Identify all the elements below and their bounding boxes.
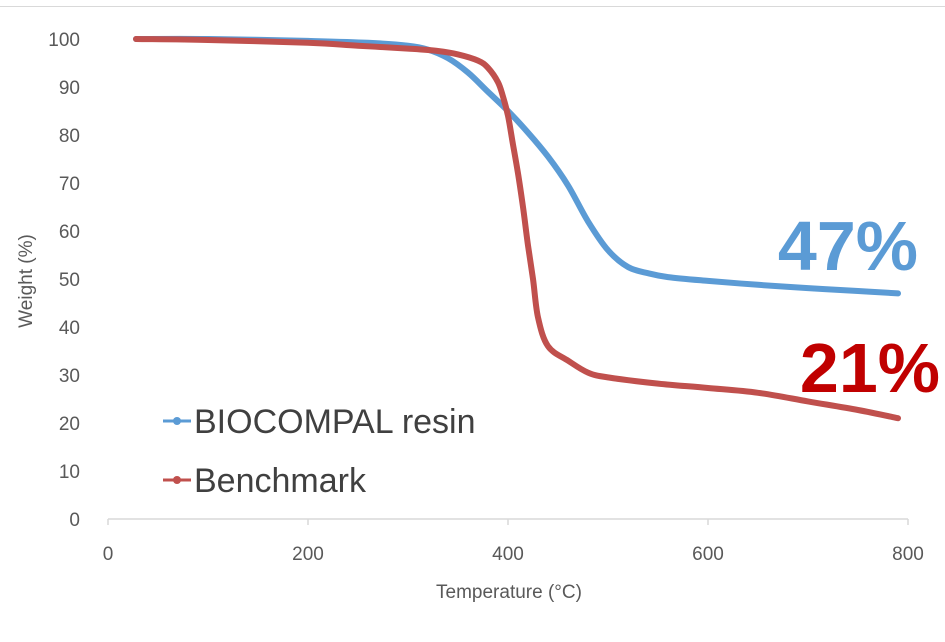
y-tick-label: 90 bbox=[59, 78, 80, 99]
legend-marker-biocompal bbox=[173, 417, 181, 425]
x-tick-labels: 0 200 400 600 800 bbox=[103, 519, 924, 565]
y-tick-labels: 0 10 20 30 40 50 60 70 80 90 100 bbox=[48, 30, 80, 531]
x-tick-label: 400 bbox=[492, 544, 524, 565]
legend-label-biocompal: BIOCOMPAL resin bbox=[194, 403, 476, 441]
series-lines bbox=[133, 35, 901, 422]
annotation-biocompal-residue: 47% bbox=[778, 207, 918, 285]
y-axis-title: Weight (%) bbox=[16, 234, 37, 328]
legend-item-benchmark: Benchmark bbox=[163, 462, 367, 500]
legend-item-biocompal: BIOCOMPAL resin bbox=[163, 403, 476, 441]
top-border bbox=[0, 6, 945, 7]
y-tick-label: 10 bbox=[59, 462, 80, 483]
y-tick-label: 0 bbox=[69, 510, 80, 531]
series-line-biocompal bbox=[133, 35, 901, 297]
legend-label-benchmark: Benchmark bbox=[194, 462, 367, 500]
x-axis-title: Temperature (°C) bbox=[436, 582, 582, 603]
y-tick-label: 20 bbox=[59, 414, 80, 435]
y-tick-label: 50 bbox=[59, 270, 80, 291]
legend: BIOCOMPAL resin Benchmark bbox=[163, 403, 476, 500]
annotation-benchmark-residue: 21% bbox=[800, 329, 940, 407]
x-tick-label: 800 bbox=[892, 544, 924, 565]
y-tick-label: 40 bbox=[59, 318, 80, 339]
x-tick-label: 600 bbox=[692, 544, 724, 565]
x-tick-label: 200 bbox=[292, 544, 324, 565]
y-tick-label: 80 bbox=[59, 126, 80, 147]
x-tick-label: 0 bbox=[103, 544, 114, 565]
y-tick-label: 70 bbox=[59, 174, 80, 195]
y-tick-label: 30 bbox=[59, 366, 80, 387]
series-line-benchmark bbox=[133, 36, 901, 422]
y-tick-label: 100 bbox=[48, 30, 80, 51]
y-tick-label: 60 bbox=[59, 222, 80, 243]
legend-marker-benchmark bbox=[173, 476, 181, 484]
